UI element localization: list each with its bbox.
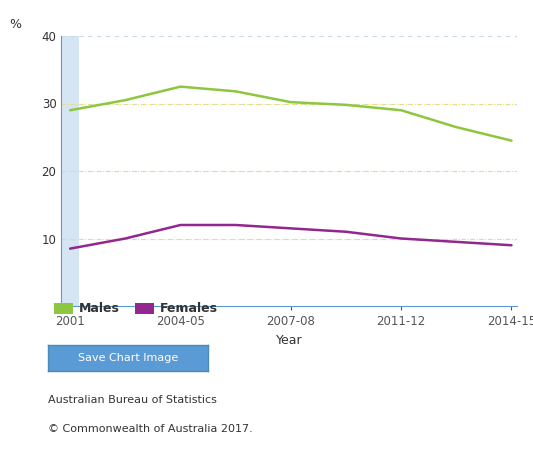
Text: Save Chart Image: Save Chart Image (78, 353, 178, 363)
Text: %: % (9, 18, 21, 31)
Text: © Commonwealth of Australia 2017.: © Commonwealth of Australia 2017. (48, 424, 253, 434)
Legend: Males, Females: Males, Females (54, 302, 218, 315)
Bar (61, 36, 79, 306)
Text: Australian Bureau of Statistics: Australian Bureau of Statistics (48, 395, 217, 405)
X-axis label: Year: Year (276, 333, 302, 346)
